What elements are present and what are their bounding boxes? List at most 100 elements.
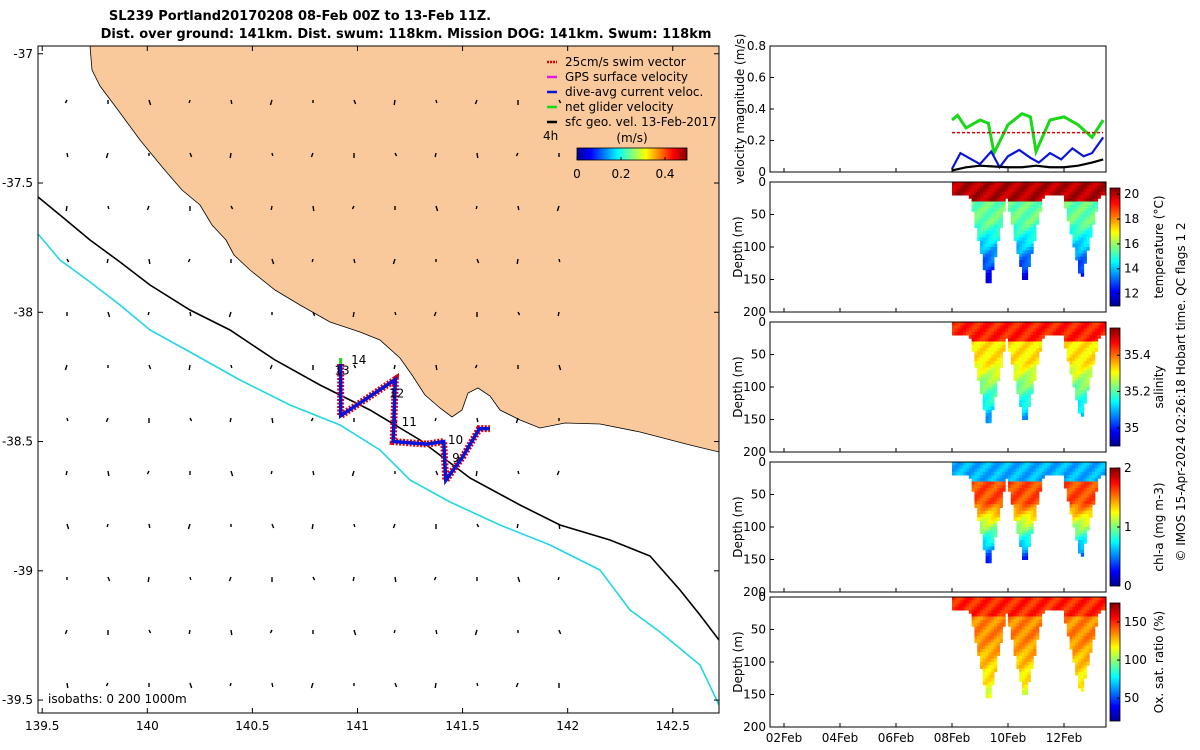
section-cell	[1083, 662, 1087, 666]
section-cell	[1069, 636, 1073, 640]
section-cell	[994, 224, 998, 228]
section-cell	[985, 540, 989, 544]
section-cell	[952, 597, 956, 601]
section-cell	[1002, 478, 1006, 482]
section-cell	[1047, 471, 1051, 476]
section-cell	[985, 370, 989, 375]
section-cell	[996, 211, 1001, 215]
section-cell	[994, 478, 998, 482]
section-cell	[985, 403, 989, 407]
section-cell	[988, 468, 992, 473]
section-cell	[991, 221, 995, 225]
section-cell	[1080, 348, 1085, 352]
section-cell	[1044, 603, 1048, 608]
section-cell	[1078, 546, 1082, 551]
section-cell	[996, 517, 1001, 521]
section-cell	[1027, 507, 1031, 512]
section-cell	[1080, 211, 1085, 215]
section-cell	[1036, 462, 1040, 466]
section-cell	[1008, 465, 1012, 469]
section-cell	[1033, 465, 1037, 469]
section-cell	[1038, 208, 1043, 212]
section-cell	[1036, 619, 1040, 624]
section-cell	[966, 188, 970, 193]
section-cell	[1016, 494, 1020, 499]
section-cell	[1094, 484, 1099, 489]
colorbar-label: temperature (°C)	[1152, 196, 1166, 299]
section-cell	[999, 478, 1003, 482]
section-cell	[966, 603, 970, 608]
section-cell	[980, 374, 984, 378]
section-cell	[1038, 201, 1043, 206]
section-cell	[1080, 645, 1085, 650]
section-cell	[1066, 465, 1071, 469]
section-cell	[1080, 652, 1085, 656]
section-cell	[1080, 377, 1085, 381]
section-cell	[988, 234, 992, 238]
section-cell	[1100, 182, 1104, 186]
section-cell	[1100, 331, 1104, 336]
section-cell	[1083, 344, 1087, 349]
section-cell	[999, 488, 1003, 492]
section-cell	[1010, 354, 1015, 359]
section-cell	[1002, 325, 1006, 329]
section-cell	[1024, 409, 1029, 414]
section-cell	[982, 361, 987, 365]
section-cell	[988, 491, 992, 495]
section-cell	[1027, 396, 1031, 401]
section-cell	[1103, 606, 1107, 611]
section-cell	[985, 559, 989, 564]
section-cell	[966, 462, 970, 466]
section-cell	[1078, 250, 1082, 254]
section-cell	[1078, 195, 1082, 199]
section-cell	[980, 597, 984, 601]
section-cell	[1092, 488, 1096, 492]
section-cell	[988, 494, 992, 499]
section-cell	[1097, 331, 1101, 336]
current-vector	[516, 258, 519, 265]
section-cell	[1030, 243, 1034, 248]
section-cell	[1010, 221, 1015, 225]
section-cell	[991, 491, 995, 495]
section-cell	[996, 351, 1001, 355]
section-cell	[1010, 484, 1015, 489]
section-cell	[1016, 619, 1020, 624]
section-cell	[988, 263, 992, 267]
section-cell	[1022, 377, 1026, 381]
section-cell	[982, 370, 987, 375]
section-cell	[1022, 260, 1026, 264]
section-cell	[1036, 629, 1040, 634]
section-cell	[957, 188, 961, 193]
section-cell	[1086, 354, 1090, 359]
section-cell	[1064, 188, 1068, 193]
section-cell	[1100, 471, 1104, 476]
section-cell	[1024, 400, 1029, 404]
section-cell	[974, 348, 978, 352]
section-cell	[1027, 224, 1031, 228]
section-cell	[1078, 240, 1082, 245]
section-cell	[1013, 322, 1017, 326]
section-cell	[1089, 188, 1093, 193]
section-cell	[1002, 471, 1006, 476]
section-cell	[1080, 396, 1085, 401]
section-cell	[1080, 603, 1085, 608]
section-cell	[1061, 185, 1065, 189]
section-cell	[982, 658, 987, 663]
section-cell	[1016, 632, 1020, 637]
section-cell	[988, 227, 992, 232]
section-cell	[1027, 465, 1031, 469]
section-cell	[1022, 645, 1026, 650]
section-cell	[1027, 211, 1031, 215]
section-cell	[1008, 475, 1012, 479]
section-cell	[982, 400, 987, 404]
section-cell	[996, 491, 1001, 495]
map-x-tick-label: 141.5	[445, 719, 479, 733]
section-cell	[968, 182, 973, 186]
section-cell	[1069, 364, 1073, 368]
section-cell	[982, 204, 987, 209]
section-cell	[1013, 354, 1017, 359]
section-cell	[1078, 338, 1082, 342]
section-cell	[988, 488, 992, 492]
current-vector	[148, 364, 152, 370]
section-cell	[1083, 623, 1087, 627]
